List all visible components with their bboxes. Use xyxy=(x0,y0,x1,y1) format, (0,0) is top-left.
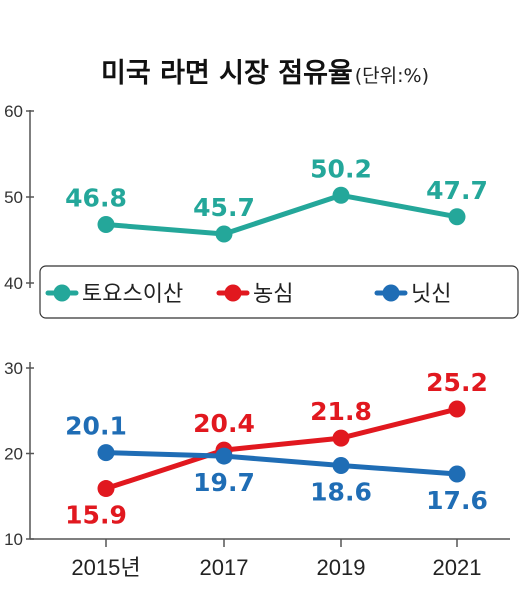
data-point xyxy=(97,216,115,234)
data-label: 20.1 xyxy=(65,412,127,441)
data-point xyxy=(448,465,466,483)
series-3: 20.1 19.7 18.6 17.6 xyxy=(65,412,488,515)
data-label: 25.2 xyxy=(426,368,488,397)
legend: 토요스이산 농심 닛신 xyxy=(39,265,519,319)
series-lines: 46.8 45.7 50.2 47.7 15.9 20.4 21.8 25.2 20.1 19.7… xyxy=(65,154,488,529)
data-label: 50.2 xyxy=(310,154,372,183)
data-label: 20.4 xyxy=(193,409,255,438)
unit-text: (단위:%) xyxy=(355,65,429,87)
data-label: 15.9 xyxy=(65,501,127,530)
data-point xyxy=(332,186,350,204)
x-tick-label: 2017 xyxy=(200,555,249,580)
series-line xyxy=(103,406,460,492)
data-point xyxy=(215,447,233,465)
data-point xyxy=(332,456,350,474)
data-label: 45.7 xyxy=(193,193,255,222)
y-tick-label: 40 xyxy=(4,274,23,293)
data-label: 46.8 xyxy=(65,184,127,213)
data-label: 47.7 xyxy=(426,176,488,205)
data-point xyxy=(448,208,466,226)
y-tick-label: 30 xyxy=(4,359,23,378)
data-label: 19.7 xyxy=(193,468,255,497)
chart-title: 미국 라면 시장 점유율 (단위:%) xyxy=(101,58,429,89)
legend-label: 토요스이산 xyxy=(82,282,183,307)
x-tick-label: 2015년 xyxy=(71,555,140,580)
legend-label: 농심 xyxy=(253,282,293,307)
y-tick-label: 50 xyxy=(4,188,23,207)
data-label: 21.8 xyxy=(310,397,372,426)
series-1: 46.8 45.7 50.2 47.7 xyxy=(65,154,488,243)
y-tick-label: 60 xyxy=(4,102,23,121)
data-point xyxy=(97,444,115,462)
y-tick-label: 10 xyxy=(4,530,23,549)
legend-box xyxy=(39,265,519,319)
data-label: 17.6 xyxy=(426,486,488,515)
legend-swatch-dot xyxy=(53,284,71,302)
series-2: 15.9 20.4 21.8 25.2 xyxy=(65,368,488,530)
title-text: 미국 라면 시장 점유율 xyxy=(101,58,353,89)
legend-label: 닛신 xyxy=(411,282,451,307)
axes: 60 50 40 30 20 10 2015년 2017 2019 2021 xyxy=(4,102,510,580)
data-point xyxy=(332,429,350,447)
legend-swatch-dot xyxy=(382,284,400,302)
series-line xyxy=(103,192,460,237)
data-point xyxy=(448,400,466,418)
y-tick-label: 20 xyxy=(4,445,23,464)
data-label: 18.6 xyxy=(310,477,372,506)
x-tick-label: 2021 xyxy=(433,555,482,580)
data-point xyxy=(215,225,233,243)
x-tick-label: 2019 xyxy=(317,555,366,580)
data-point xyxy=(97,480,115,498)
legend-swatch-dot xyxy=(224,284,242,302)
series-line xyxy=(103,450,460,477)
